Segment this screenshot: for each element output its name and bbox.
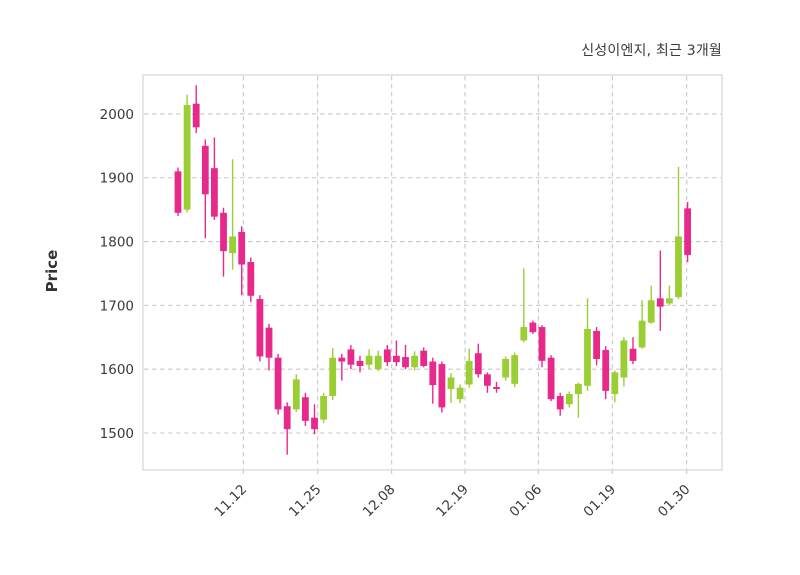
- x-tick-label: 11.25: [286, 482, 325, 521]
- candle-body: [493, 387, 500, 389]
- candle-body: [402, 357, 409, 368]
- candle-body: [429, 361, 437, 386]
- candle-body: [575, 383, 582, 395]
- candle-body: [274, 357, 282, 410]
- candle-body: [511, 355, 519, 384]
- candle-body: [538, 327, 546, 361]
- candle-body: [529, 322, 537, 333]
- candle-body: [256, 298, 264, 357]
- x-tick-label: 01.06: [507, 482, 546, 521]
- candle-body: [456, 387, 464, 400]
- candle-body: [338, 357, 346, 362]
- candle-body: [666, 298, 673, 304]
- candle-body: [329, 357, 337, 396]
- candle-body: [474, 353, 482, 375]
- candle-body: [201, 145, 209, 195]
- y-tick-label: 1900: [100, 171, 134, 187]
- candle-body: [611, 372, 619, 395]
- candle-body: [183, 104, 191, 210]
- candle-body: [356, 360, 364, 366]
- candle-body: [238, 231, 246, 265]
- candle-body: [602, 350, 610, 391]
- candle-body: [247, 261, 255, 296]
- y-tick-label: 1800: [100, 235, 134, 251]
- y-tick-label: 1700: [100, 298, 134, 314]
- plot-border: [142, 74, 723, 471]
- x-tick-label: 01.30: [655, 482, 694, 521]
- candle-body: [584, 328, 591, 386]
- candle-body: [393, 355, 400, 363]
- candle-body: [556, 395, 564, 410]
- candle-body: [447, 377, 455, 389]
- candle-body: [302, 397, 309, 421]
- candle-body: [656, 298, 664, 307]
- candle-body: [174, 171, 182, 213]
- candle-body: [484, 374, 491, 386]
- candle-body: [365, 355, 373, 365]
- candle-body: [438, 364, 446, 408]
- candle-body: [347, 349, 355, 365]
- candle-body: [520, 327, 528, 341]
- candle-body: [565, 394, 573, 405]
- candle-body: [547, 357, 555, 400]
- candle-body: [292, 379, 300, 410]
- candle-body: [374, 355, 382, 370]
- candle-body: [192, 103, 200, 128]
- x-tick-label: 12.08: [360, 482, 399, 521]
- y-tick-label: 1600: [100, 362, 134, 378]
- candle-body: [265, 327, 273, 358]
- y-tick-label: 1500: [100, 426, 134, 442]
- candle-body: [593, 330, 600, 359]
- candle-body: [684, 208, 691, 255]
- candle-body: [620, 340, 628, 378]
- candle-body: [229, 236, 236, 254]
- candle-body: [283, 406, 291, 430]
- x-tick-label: 12.19: [433, 482, 472, 521]
- candle-body: [647, 300, 655, 323]
- candle-body: [311, 417, 318, 430]
- x-tick-label: 01.19: [581, 482, 620, 521]
- candle-body: [320, 395, 327, 420]
- candle-body: [465, 360, 473, 385]
- candle-body: [211, 168, 218, 217]
- candle-body: [411, 355, 418, 368]
- candle-body: [220, 212, 227, 252]
- x-tick-label: 11.12: [212, 482, 251, 521]
- candle-body: [420, 350, 428, 366]
- candle-body: [638, 320, 646, 348]
- candle-body: [675, 236, 682, 298]
- candle-body: [502, 358, 509, 378]
- candle-body: [383, 349, 391, 363]
- chart-title: 신성이엔지, 최근 3개월: [581, 43, 722, 59]
- candle-body: [629, 348, 637, 361]
- y-tick-label: 2000: [100, 107, 134, 123]
